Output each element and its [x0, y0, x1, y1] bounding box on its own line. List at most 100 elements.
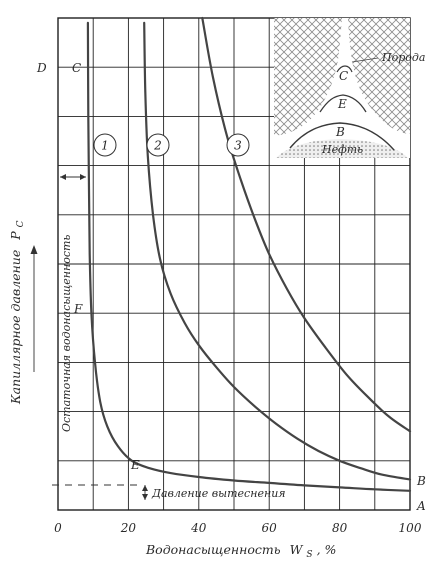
- series-1-point: [87, 22, 89, 24]
- annotation-layer: Остаточная водонасыщенность Давление выт…: [8, 61, 426, 560]
- series-2-point: [215, 366, 217, 368]
- inset-letter-b: B: [335, 125, 345, 139]
- point-f-label: F: [73, 302, 83, 316]
- series-3-point: [346, 374, 348, 376]
- series-1-point: [87, 115, 89, 117]
- series-1-point: [409, 490, 411, 492]
- inset-pore-space: [274, 18, 410, 158]
- series-2-point: [144, 91, 146, 93]
- series-2-line: [143, 21, 412, 481]
- series-1-point: [303, 484, 305, 486]
- series-2-point: [275, 423, 277, 425]
- displacement-arrow-down: [142, 494, 148, 500]
- y-axis-title-text: Капиллярное давление: [8, 250, 23, 405]
- series-1-point: [106, 425, 108, 427]
- series-2-point: [296, 438, 298, 440]
- inset-oil-pool: [276, 139, 408, 158]
- x-tick-label: 80: [332, 521, 348, 535]
- series-3-point: [325, 347, 326, 349]
- series-1-point: [131, 460, 133, 462]
- series-1-point: [89, 253, 91, 255]
- series-1-point: [94, 361, 96, 363]
- series-3-point: [268, 253, 270, 255]
- series-2-point: [184, 322, 186, 324]
- residual-arrow-right: [80, 174, 86, 180]
- series-3-point: [409, 430, 411, 432]
- x-axis-title-subscript: S: [306, 550, 312, 560]
- series-1-label: 1: [101, 139, 109, 153]
- series-1-label-ring: [93, 133, 117, 157]
- series-3-point: [388, 416, 390, 417]
- series-2-point: [254, 406, 256, 408]
- y-axis-arrow-head: [30, 245, 38, 254]
- x-axis-title-symbol: W: [290, 542, 304, 557]
- x-axis-title: Водонасыщенность W S , %: [145, 542, 336, 560]
- series-3-point: [226, 135, 228, 137]
- residual-arrow-left: [60, 174, 66, 180]
- series-3-point: [254, 219, 256, 221]
- series-3-point: [367, 396, 369, 398]
- series-2-point: [318, 450, 319, 452]
- inset-interface-c: [336, 65, 353, 73]
- x-tick-label: 60: [262, 521, 278, 535]
- series-3-label-ring: [226, 133, 250, 157]
- inset-interface-e: [319, 94, 367, 113]
- series-1-point: [149, 467, 150, 469]
- series-2-point: [360, 467, 362, 469]
- series-1-point: [198, 476, 200, 478]
- series-2-point: [147, 155, 149, 157]
- series-1-point: [90, 312, 92, 314]
- series-2-point: [409, 479, 411, 480]
- displacement-arrow-up: [142, 485, 148, 491]
- series-3-point: [240, 179, 242, 181]
- series-3-point: [201, 17, 203, 19]
- inset-interface-b: [289, 122, 395, 151]
- series-2-point: [170, 293, 172, 294]
- point-c-label: C: [72, 61, 81, 75]
- point-d-label: D: [36, 61, 47, 75]
- y-axis-title-subscript: C: [16, 220, 26, 227]
- series-3-label: 3: [234, 139, 242, 153]
- residual-saturation-label: Остаточная водонасыщенность: [60, 235, 73, 432]
- series-1-point: [268, 482, 270, 484]
- series-3-point: [303, 317, 305, 319]
- point-a-label: A: [416, 499, 426, 513]
- series-2-point: [233, 386, 235, 388]
- series-3-point: [212, 76, 214, 78]
- series-2-point: [198, 344, 200, 346]
- point-e-label: E: [130, 458, 140, 472]
- series-3-point: [286, 288, 288, 290]
- pore-inset: Порода Нефть C E B: [274, 18, 425, 158]
- series-1-point: [233, 480, 235, 481]
- x-tick-labels: 0 20 40 60 80 100: [54, 521, 422, 535]
- series-layer: 1 2 3: [86, 16, 412, 492]
- x-tick-label: 40: [190, 521, 207, 535]
- series-1-point: [99, 401, 101, 403]
- series-2-point: [159, 258, 161, 260]
- series-2-point: [381, 474, 383, 476]
- series-1-point: [88, 189, 90, 191]
- grid-lines: [57, 17, 411, 511]
- inset-rock-label: Порода: [381, 51, 425, 64]
- inset-letter-c: C: [339, 69, 348, 83]
- series-2-point: [152, 214, 154, 216]
- inset-rock-pointer: [351, 57, 379, 63]
- point-b-label: B: [416, 474, 426, 488]
- inset-letter-e: E: [337, 97, 347, 111]
- y-axis-title-symbol: P: [8, 231, 23, 241]
- x-tick-label: 100: [399, 521, 422, 535]
- series-1-point: [117, 445, 119, 447]
- x-axis-title-unit: , %: [317, 542, 337, 557]
- series-1-point: [170, 472, 172, 474]
- series-2-label: 2: [153, 139, 162, 153]
- displacement-pressure-label: Давление вытеснения: [151, 487, 286, 500]
- series-2-point: [339, 460, 341, 462]
- x-axis-title-text: Водонасыщенность: [145, 542, 281, 557]
- series-1-point: [339, 486, 341, 488]
- y-axis-title: Капиллярное давление P C: [8, 220, 26, 405]
- inset-oil-label: Нефть: [321, 143, 363, 156]
- x-tick-label: 20: [120, 521, 137, 535]
- x-tick-label: 0: [54, 521, 62, 535]
- series-1-point: [374, 488, 376, 490]
